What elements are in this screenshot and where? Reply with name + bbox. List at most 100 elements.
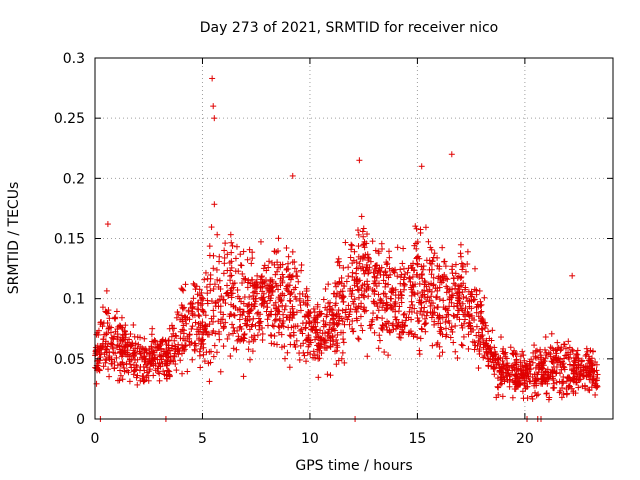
data-point — [220, 343, 227, 350]
data-point — [587, 357, 594, 364]
data-point — [399, 260, 406, 267]
data-point — [248, 301, 255, 308]
data-point — [524, 383, 531, 390]
data-point — [275, 235, 282, 242]
y-axis-label: SRMTID / TECUs — [6, 182, 22, 295]
data-point — [448, 151, 455, 158]
data-point — [381, 349, 388, 356]
data-point — [442, 263, 449, 270]
data-point — [196, 286, 203, 293]
data-point — [173, 367, 180, 374]
data-point — [216, 253, 223, 260]
data-point — [307, 337, 314, 344]
data-point — [213, 266, 220, 273]
data-point — [119, 332, 126, 339]
data-point — [384, 318, 391, 325]
data-point — [507, 344, 514, 351]
data-point — [473, 323, 480, 330]
data-point — [355, 335, 362, 342]
data-point — [163, 341, 170, 348]
data-point — [358, 322, 365, 329]
data-point — [392, 313, 399, 320]
data-point — [297, 327, 304, 334]
data-point — [506, 373, 513, 380]
data-point — [508, 363, 515, 370]
data-point — [375, 345, 382, 352]
data-point — [293, 337, 300, 344]
data-point — [265, 264, 272, 271]
data-point — [190, 280, 197, 287]
data-point — [330, 325, 337, 332]
data-point — [464, 248, 471, 255]
data-point — [197, 302, 204, 309]
data-point — [289, 172, 296, 179]
data-point — [435, 320, 442, 327]
data-point — [484, 351, 491, 358]
data-point — [372, 268, 379, 275]
data-point — [395, 319, 402, 326]
data-point — [111, 358, 118, 365]
data-point — [433, 294, 440, 301]
data-point — [99, 323, 106, 330]
data-point — [354, 317, 361, 324]
data-point — [203, 283, 210, 290]
data-point — [494, 359, 501, 366]
data-point — [286, 332, 293, 339]
data-point — [513, 361, 520, 368]
data-point — [275, 329, 282, 336]
data-point — [240, 275, 247, 282]
data-point — [565, 354, 572, 361]
data-point — [211, 201, 218, 208]
data-point — [228, 258, 235, 265]
data-point — [98, 349, 105, 356]
data-point — [364, 353, 371, 360]
data-point — [578, 358, 585, 365]
data-point — [199, 308, 206, 315]
data-point — [578, 368, 585, 375]
data-point — [200, 344, 207, 351]
data-point — [345, 264, 352, 271]
data-point — [280, 323, 287, 330]
data-point — [254, 310, 261, 317]
data-point — [288, 289, 295, 296]
data-point — [347, 306, 354, 313]
data-point — [460, 293, 467, 300]
data-point — [455, 286, 462, 293]
data-point — [513, 380, 520, 387]
data-point — [326, 322, 333, 329]
data-point — [273, 249, 280, 256]
data-point — [445, 317, 452, 324]
data-point — [342, 309, 349, 316]
data-point — [311, 309, 318, 316]
data-point — [93, 349, 100, 356]
data-point — [579, 372, 586, 379]
data-point — [462, 286, 469, 293]
data-point — [400, 245, 407, 252]
data-point — [413, 225, 420, 232]
data-point — [574, 347, 581, 354]
data-point — [125, 341, 132, 348]
data-point — [443, 314, 450, 321]
data-point — [452, 322, 459, 329]
data-point — [189, 323, 196, 330]
data-point — [304, 349, 311, 356]
data-point — [451, 313, 458, 320]
data-point — [591, 382, 598, 389]
data-point — [93, 380, 100, 387]
data-point — [463, 295, 470, 302]
data-point — [178, 285, 185, 292]
data-point — [585, 353, 592, 360]
data-point — [310, 348, 317, 355]
data-point — [212, 330, 219, 337]
data-point — [583, 345, 590, 352]
data-point — [156, 351, 163, 358]
data-point — [126, 378, 133, 385]
data-point — [178, 302, 185, 309]
data-point — [103, 287, 110, 294]
data-point — [333, 320, 340, 327]
data-point — [149, 338, 156, 345]
data-point — [285, 253, 292, 260]
data-point — [491, 344, 498, 351]
data-point — [439, 244, 446, 251]
data-point — [100, 320, 107, 327]
